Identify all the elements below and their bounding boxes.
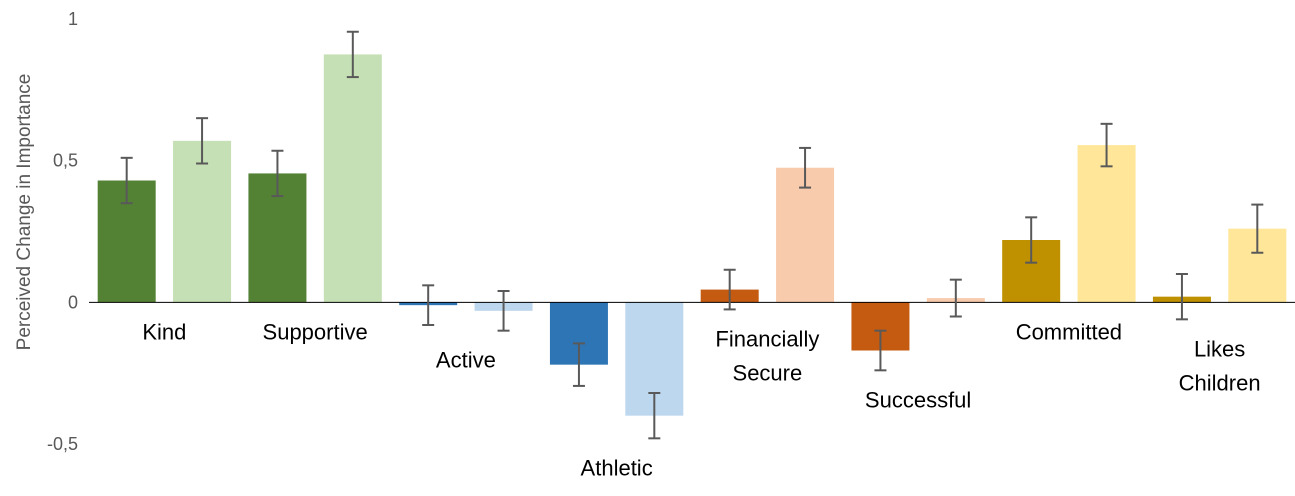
category-label: Likes Children [1179, 336, 1261, 395]
error-bar [497, 290, 510, 332]
bar [173, 140, 232, 303]
error-bar [196, 117, 209, 165]
error-bar [346, 30, 359, 79]
y-tick-label: 0,5 [53, 151, 78, 171]
category-label: Active [436, 348, 496, 373]
bar [323, 54, 382, 303]
error-bar [1175, 273, 1188, 321]
error-bar [422, 284, 435, 326]
y-axis-label: Perceived Change in Importance [14, 74, 35, 351]
category-label: Successful [865, 387, 971, 412]
category-label: Kind [142, 319, 186, 344]
y-tick-label: 0 [68, 292, 78, 312]
y-axis-ticks: -0,5 0 0,5 1 [47, 9, 78, 454]
y-tick-label: -0,5 [47, 434, 78, 454]
category-label: Committed [1016, 319, 1122, 344]
error-bar [799, 146, 812, 189]
error-bar [1025, 216, 1038, 264]
category-label: Athletic [581, 455, 653, 480]
category-label: Supportive [263, 319, 368, 344]
bars [97, 54, 1287, 416]
bar [1077, 145, 1136, 303]
error-bar [120, 156, 133, 205]
error-bar [949, 278, 962, 318]
error-bar [1100, 122, 1113, 168]
error-bars [120, 30, 1264, 440]
y-tick-label: 1 [68, 9, 78, 29]
error-bar [572, 342, 585, 387]
error-bar [271, 149, 284, 198]
error-bar [1251, 203, 1264, 254]
category-labels: Kind Supportive Active Athletic Financially S… [142, 319, 1260, 480]
bar [776, 167, 835, 303]
error-bar [723, 268, 736, 311]
category-label: Financially Secure [715, 326, 819, 385]
error-bar [874, 329, 887, 372]
error-bar [648, 392, 661, 440]
